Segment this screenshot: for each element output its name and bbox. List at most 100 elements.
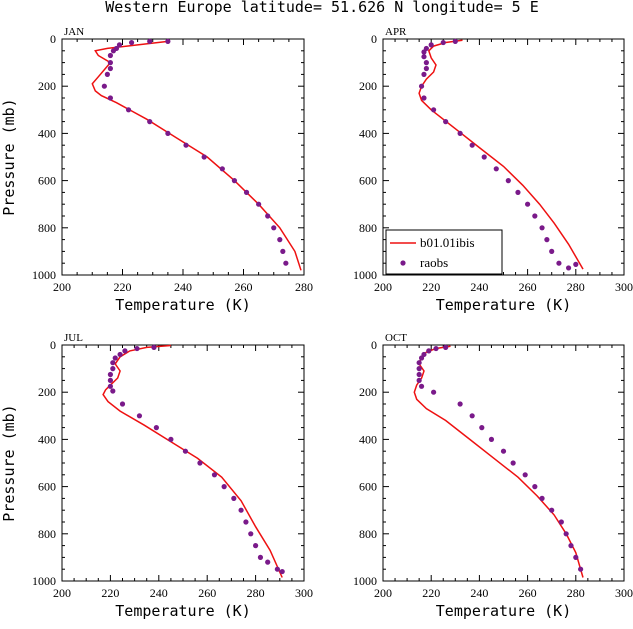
obs-point xyxy=(110,48,117,54)
obs-point xyxy=(431,107,437,113)
chart-panel-oct: 200 220 240 260 280 300 0 200 400 600 800 1000 Tempe… xyxy=(353,332,633,620)
x-tick-label: 200 xyxy=(374,280,392,294)
obs-point xyxy=(219,166,225,172)
y-tick-label: 600 xyxy=(38,480,56,494)
obs-point xyxy=(418,83,425,89)
obs-point xyxy=(457,130,463,136)
obs-point xyxy=(457,401,463,407)
y-tick-label: 200 xyxy=(359,385,377,399)
model-series-line xyxy=(102,344,283,578)
obs-point xyxy=(573,261,579,267)
obs-point xyxy=(433,345,439,352)
obs-point xyxy=(418,355,425,361)
y-tick-label: 1000 xyxy=(353,574,377,588)
chart-panel-apr: 200 220 240 260 280 300 0 200 400 600 800 1000 Tempe… xyxy=(353,26,633,314)
obs-point xyxy=(107,371,113,378)
panel-label: JUL xyxy=(64,332,83,344)
obs-point xyxy=(112,355,118,361)
x-axis-label: Temperature (K) xyxy=(115,602,250,620)
model-series-line xyxy=(418,39,584,270)
obs-point xyxy=(147,38,153,44)
obs-point xyxy=(243,189,250,195)
plot-frame xyxy=(61,38,305,276)
x-axis-label: Temperature (K) xyxy=(436,296,571,314)
obs-point xyxy=(452,38,458,44)
obs-point xyxy=(221,484,227,490)
panels-group: 200 220 240 260 280 0 200 400 600 800 1000 Temperat… xyxy=(0,26,633,620)
obs-point xyxy=(211,472,218,478)
y-tick-label: 200 xyxy=(359,79,377,93)
obs-point xyxy=(488,436,495,442)
obs-point xyxy=(505,178,511,184)
obs-point xyxy=(248,531,254,537)
x-tick-label: 220 xyxy=(422,280,440,294)
obs-point xyxy=(431,389,437,395)
chart-panel-jul: 200 220 240 260 280 300 0 200 400 600 800 1000 Tempe… xyxy=(0,332,313,620)
obs-point xyxy=(201,154,207,160)
y-tick-label: 400 xyxy=(38,126,56,140)
panel-label: OCT xyxy=(385,332,407,344)
obs-point xyxy=(418,383,425,389)
y-tick-label: 600 xyxy=(359,174,377,188)
obs-point xyxy=(107,377,113,383)
obs-point xyxy=(182,448,189,454)
y-tick-label: 0 xyxy=(371,338,377,352)
obs-point xyxy=(165,130,171,136)
obs-point xyxy=(539,225,545,231)
obs-point xyxy=(421,49,427,55)
obs-point xyxy=(421,54,427,60)
obs-point xyxy=(107,65,113,72)
y-tick-label: 400 xyxy=(38,432,56,446)
model-series-line xyxy=(91,40,302,271)
x-axis-label: Temperature (K) xyxy=(115,296,250,314)
obs-point xyxy=(481,154,487,160)
obs-point xyxy=(107,60,113,66)
obs-point xyxy=(277,237,283,243)
x-tick-label: 240 xyxy=(150,586,168,600)
x-tick-label: 220 xyxy=(422,586,440,600)
obs-point xyxy=(274,566,280,572)
x-tick-label: 300 xyxy=(615,280,633,294)
obs-point xyxy=(522,472,528,478)
panel-label: APR xyxy=(385,26,407,38)
obs-point xyxy=(101,83,107,89)
obs-point xyxy=(568,543,574,549)
obs-point xyxy=(563,531,569,537)
obs-point xyxy=(556,260,562,266)
x-tick-label: 260 xyxy=(198,586,216,600)
obs-point xyxy=(128,39,135,46)
obs-point xyxy=(440,39,446,46)
obs-point xyxy=(416,360,422,366)
obs-point xyxy=(421,95,427,101)
obs-point xyxy=(510,460,516,466)
obs-point xyxy=(421,71,427,77)
obs-point xyxy=(231,178,238,184)
obs-point xyxy=(423,65,429,72)
obs-point xyxy=(416,371,422,378)
legend-label-model: b01.01ibis xyxy=(420,235,475,250)
obs-point xyxy=(443,119,449,125)
obs-point xyxy=(147,119,153,125)
y-tick-label: 0 xyxy=(50,338,56,352)
y-tick-label: 1000 xyxy=(353,268,377,282)
obs-point xyxy=(151,344,157,350)
x-tick-label: 200 xyxy=(53,586,71,600)
obs-point xyxy=(573,554,579,561)
y-tick-label: 1000 xyxy=(32,574,56,588)
obs-point xyxy=(271,225,277,231)
obs-point xyxy=(578,566,584,572)
obs-point xyxy=(183,142,189,148)
y-tick-label: 200 xyxy=(38,385,56,399)
y-tick-label: 400 xyxy=(359,126,377,140)
obs-point xyxy=(469,142,475,148)
obs-point xyxy=(532,213,538,219)
x-tick-label: 280 xyxy=(567,586,585,600)
obs-point xyxy=(231,495,237,501)
x-tick-label: 240 xyxy=(470,280,488,294)
obs-point xyxy=(110,366,116,372)
obs-point xyxy=(238,507,244,513)
obs-point xyxy=(443,344,449,350)
obs-point xyxy=(280,248,286,254)
obs-point xyxy=(110,360,116,366)
x-tick-label: 240 xyxy=(470,586,488,600)
